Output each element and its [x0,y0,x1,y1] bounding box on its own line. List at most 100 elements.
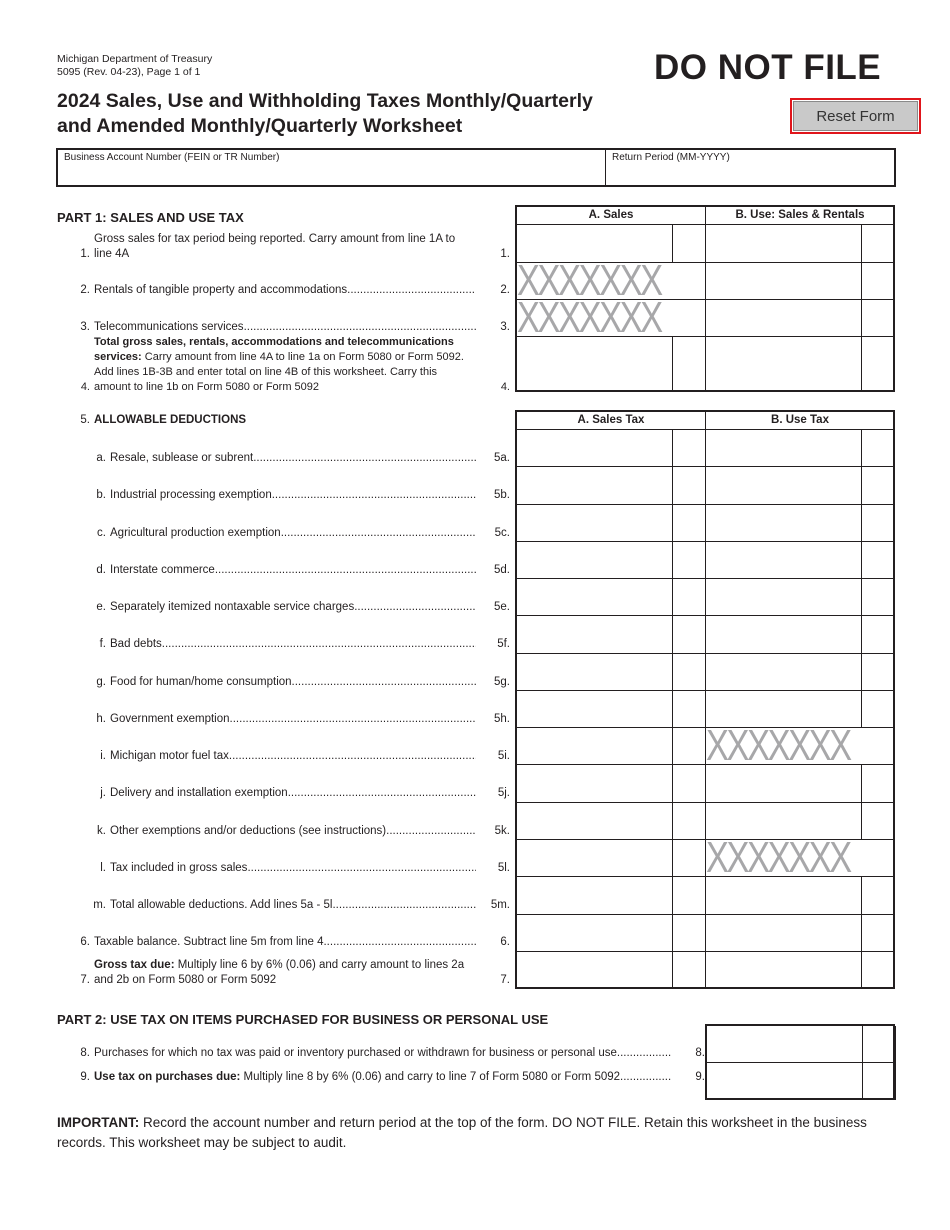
amount-field-cents[interactable] [673,542,706,579]
line-text-body: Industrial processing exemption [110,489,272,501]
amount-field-dollars[interactable] [517,337,673,392]
amount-field-dollars[interactable] [707,1063,863,1100]
title-line-1: 2024 Sales, Use and Withholding Taxes Mo… [57,90,593,112]
amount-field-cents[interactable] [862,654,895,691]
amount-field-dollars[interactable] [706,765,862,803]
amount-field-cents[interactable] [862,467,895,505]
line-ref: 5h. [494,713,510,725]
amount-field-cents[interactable] [862,877,895,915]
amount-field-cents[interactable] [862,300,895,337]
dot-leader [281,526,476,541]
amount-field-dollars[interactable] [706,915,862,952]
amount-field-cents[interactable] [862,263,895,300]
reset-form-button[interactable]: Reset Form [790,98,921,134]
line-text-wrap: Telecommunications services [94,320,476,335]
amount-field-cents[interactable] [673,337,706,392]
amount-field-dollars[interactable] [517,952,673,989]
line-text-wrap: Gross tax due: Multiply line 6 by 6% (0.… [94,958,476,988]
amount-field-cents[interactable] [862,579,895,616]
amount-field-dollars[interactable] [706,691,862,728]
amount-field-dollars[interactable] [517,225,673,263]
amount-field-cents[interactable] [673,877,706,915]
amount-field-cents[interactable] [862,337,895,392]
line-ref: 5l. [497,862,510,874]
amount-field-dollars[interactable] [706,654,862,691]
amount-field-dollars[interactable] [517,691,673,728]
amount-field-dollars[interactable] [706,467,862,505]
amount-field-dollars[interactable] [517,467,673,505]
line-text: Rentals of tangible property and accommo… [94,283,347,298]
dot-leader [288,786,476,801]
line-label: 7. Gross tax due: Multiply line 6 by 6% (… [70,958,510,988]
amount-field-cents[interactable] [673,467,706,505]
amount-field-cents[interactable] [863,1063,896,1100]
amount-field-dollars[interactable] [706,579,862,616]
amount-field-cents[interactable] [673,952,706,989]
amount-field-dollars[interactable] [706,225,862,263]
amount-field-dollars[interactable] [517,840,673,877]
amount-field-cents[interactable] [862,803,895,840]
amount-field-cents[interactable] [673,915,706,952]
line-text: Resale, sublease or subrent [110,451,253,466]
amount-field-dollars[interactable] [517,765,673,803]
amount-field-cents[interactable] [673,225,706,263]
amount-field-dollars[interactable] [517,430,673,467]
amount-field-dollars[interactable] [706,337,862,392]
line-text-body: Gross sales for tax period being reporte… [94,233,456,260]
amount-field-cents[interactable] [673,691,706,728]
amount-field-cents[interactable] [673,505,706,542]
line-ref: 4. [500,381,510,393]
amount-field-dollars[interactable] [517,915,673,952]
amount-field-cents[interactable] [673,728,706,765]
amount-field-dollars[interactable] [517,505,673,542]
dot-leader [292,675,476,690]
amount-field-cents[interactable] [862,765,895,803]
return-period-field[interactable]: Return Period (MM-YYYY) [606,150,894,185]
amount-field-cents[interactable] [673,803,706,840]
amount-field-dollars[interactable] [706,430,862,467]
amount-field-cents[interactable] [862,505,895,542]
amount-field-cents[interactable] [862,225,895,263]
amount-field-dollars[interactable] [517,803,673,840]
amount-field-cents[interactable] [862,691,895,728]
line-text-body: Michigan motor fuel tax [110,750,229,762]
amount-field-dollars[interactable] [706,263,862,300]
amount-field-cents[interactable] [673,579,706,616]
amount-field-dollars[interactable] [517,728,673,765]
line-text-wrap: Total gross sales, rentals, accommodatio… [94,335,476,395]
amount-field-dollars[interactable] [706,300,862,337]
amount-field-cents[interactable] [862,542,895,579]
amount-field-cents[interactable] [673,654,706,691]
amount-field-dollars[interactable] [706,505,862,542]
amount-field-dollars[interactable] [517,654,673,691]
amount-field-dollars[interactable] [517,877,673,915]
amount-field-dollars[interactable] [707,1026,863,1063]
line-text-body: Carry amount from line 4A to line 1a on … [94,351,464,393]
id-fields: Business Account Number (FEIN or TR Numb… [56,148,896,187]
amount-field-cents[interactable] [673,430,706,467]
amount-field-cents[interactable] [673,616,706,654]
line-text: Agricultural production exemption [110,526,281,541]
account-number-field[interactable]: Business Account Number (FEIN or TR Numb… [58,150,606,185]
amount-field-cents[interactable] [862,430,895,467]
amount-field-dollars[interactable] [706,952,862,989]
amount-field-dollars[interactable] [517,616,673,654]
deductions-title: ALLOWABLE DEDUCTIONS [94,414,247,426]
amount-field-dollars[interactable] [706,877,862,915]
line-text-body: Total allowable deductions. Add lines 5a… [110,899,333,911]
amount-field-dollars[interactable] [706,542,862,579]
dot-leader [354,600,476,615]
amount-field-cents[interactable] [673,840,706,877]
amount-field-cents[interactable] [862,952,895,989]
amount-field-cents[interactable] [862,915,895,952]
amount-field-dollars[interactable] [517,542,673,579]
line-ref: 5c. [494,527,510,539]
amount-field-dollars[interactable] [706,803,862,840]
amount-field-cents[interactable] [673,765,706,803]
amount-field-dollars[interactable] [706,616,862,654]
amount-field-dollars[interactable] [517,579,673,616]
amount-field-cents[interactable] [862,616,895,654]
line-number: 2. [80,284,90,296]
amount-field-cents[interactable] [863,1026,896,1063]
blocked-cell: XXXXXXX [517,263,706,300]
